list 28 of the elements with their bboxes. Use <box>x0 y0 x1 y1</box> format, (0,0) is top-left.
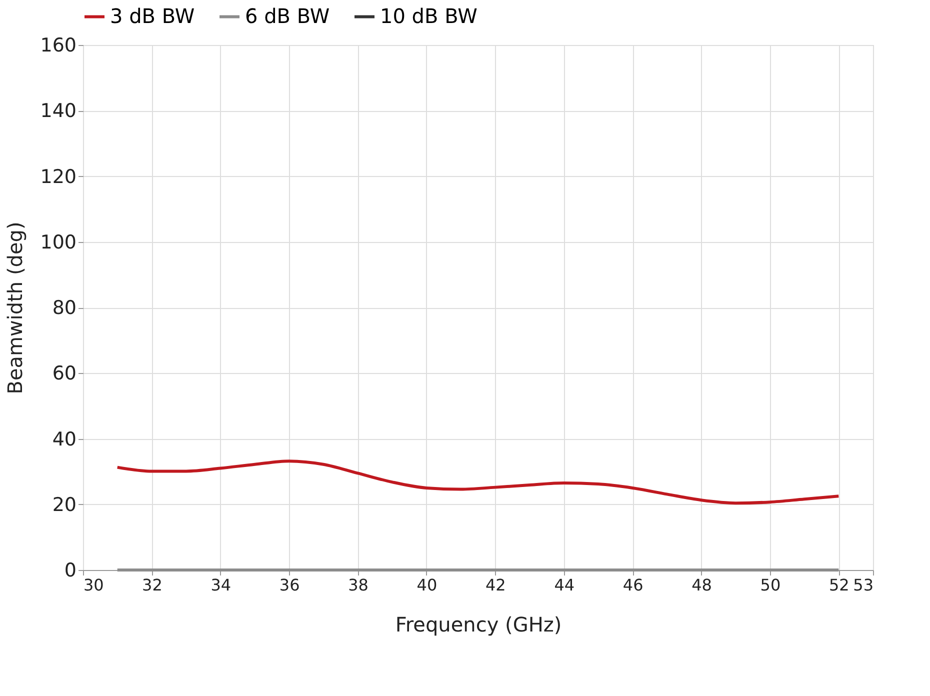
x-tick-label: 34 <box>210 576 232 594</box>
y-tick-label: 0 <box>64 560 76 582</box>
legend-label: 6 dB BW <box>245 4 330 28</box>
legend-label: 3 dB BW <box>110 4 195 28</box>
y-tick-label: 80 <box>52 297 76 319</box>
line-series <box>116 460 840 505</box>
x-tick-label: 53 <box>853 576 874 594</box>
x-axis-title: Frequency (GHz) <box>395 612 562 636</box>
x-tick-label: 42 <box>485 576 506 594</box>
x-tick-label: 36 <box>279 576 300 594</box>
legend-label: 10 dB BW <box>380 4 478 28</box>
y-tick-label: 120 <box>40 166 76 188</box>
x-tick-label: 46 <box>622 576 644 594</box>
y-tick-label: 60 <box>52 362 76 385</box>
x-tick-label: 40 <box>416 576 438 594</box>
y-tick-label: 100 <box>40 231 76 254</box>
x-tick-label: 52 <box>828 576 850 594</box>
x-tick-label: 38 <box>348 576 368 594</box>
y-tick-label: 140 <box>40 100 76 122</box>
x-tick-label: 30 <box>84 576 104 594</box>
x-tick-label: 48 <box>692 576 712 594</box>
y-tick-label: 160 <box>40 34 76 56</box>
x-tick-label: 44 <box>554 576 575 594</box>
y-tick-label: 40 <box>52 428 76 450</box>
x-tick-label: 32 <box>142 576 162 594</box>
y-tick-label: 20 <box>52 494 76 516</box>
y-axis-title: Beamwidth (deg) <box>3 222 28 394</box>
x-tick-label: 50 <box>760 576 781 594</box>
